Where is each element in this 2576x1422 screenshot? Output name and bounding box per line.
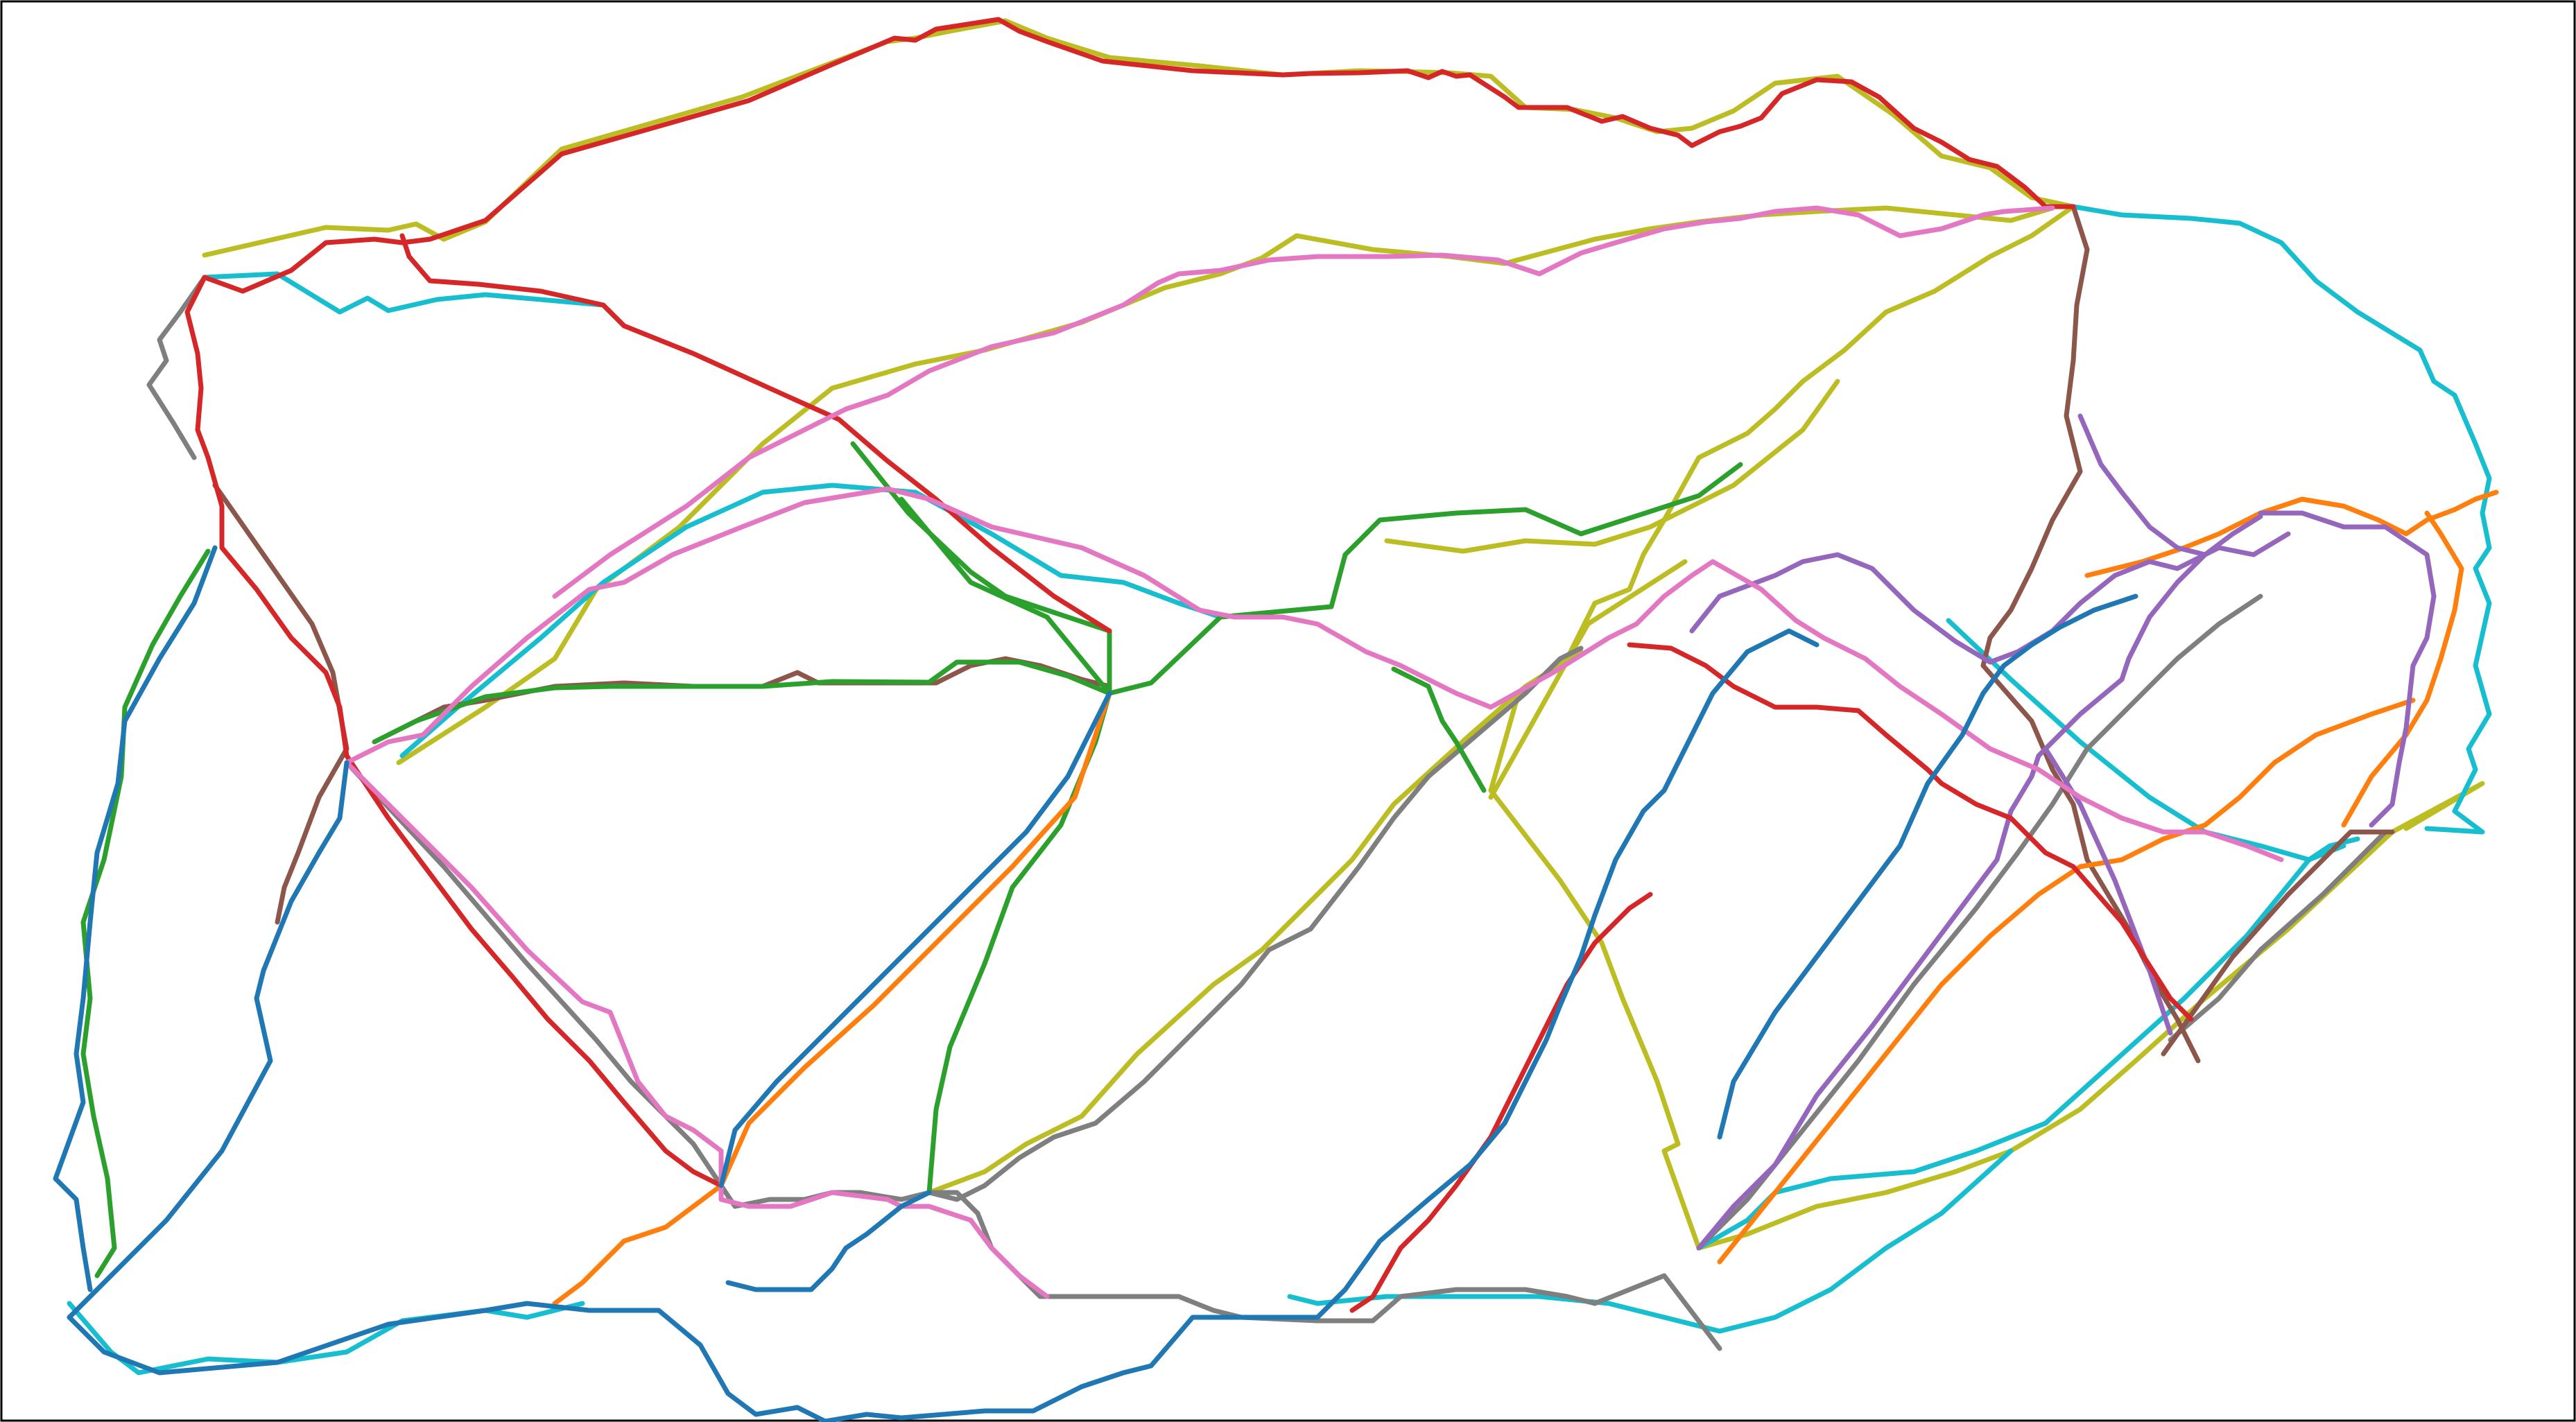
route-cyan-line-3 <box>399 483 1223 758</box>
route-blue-line-2 <box>67 760 349 1320</box>
route-gray-line-5 <box>2168 829 2388 1043</box>
route-blue-line-6 <box>1315 628 1819 1320</box>
route-cyan-line-6 <box>1287 1148 2014 1334</box>
route-orange <box>552 489 2499 1306</box>
route-blue-line-7 <box>1717 593 2138 1140</box>
route-purple-line-2 <box>2077 413 2208 557</box>
route-cyan-line-1 <box>202 271 627 329</box>
route-brown-line-3 <box>1980 204 2201 1064</box>
route-gray <box>146 275 2388 1351</box>
route-red-line-5 <box>1349 892 1653 1313</box>
route-brown-line-4 <box>2161 829 2395 1057</box>
route-blue-line-4 <box>718 691 1112 1188</box>
route-gray-line-3 <box>926 645 1584 1202</box>
route-olive-line-3 <box>1488 204 2076 793</box>
route-olive-line-4 <box>1384 379 1840 554</box>
route-green-line-4 <box>899 496 1112 696</box>
route-purple-line-1 <box>1689 531 2291 665</box>
route-pink-line-3 <box>344 760 1050 1299</box>
route-cyan <box>67 204 2492 1376</box>
route-gray-line-2 <box>344 760 724 1188</box>
route-pink-line-2 <box>552 205 2055 599</box>
route-blue-line-3 <box>67 1301 1320 1422</box>
route-purple-line-5 <box>2043 746 2173 1036</box>
route-gray-line-1 <box>146 275 207 460</box>
route-cyan-line-2 <box>2071 204 2492 835</box>
route-olive-line-2 <box>396 205 2055 765</box>
route-blue-line-5 <box>725 1190 932 1292</box>
route-red <box>184 17 2194 1313</box>
route-blue <box>53 545 2138 1422</box>
route-red-line-4 <box>1627 642 2194 1022</box>
route-green <box>80 441 1743 1278</box>
route-red-line-2 <box>184 275 724 1188</box>
route-green-line-1 <box>80 548 211 1278</box>
route-olive-line-6 <box>1488 559 1688 800</box>
route-orange-line-1 <box>552 1183 724 1306</box>
route-gray-line-6 <box>1696 593 2263 1251</box>
route-orange-line-5 <box>2341 510 2464 828</box>
route-orange-line-3 <box>1717 697 2416 1265</box>
route-purple-line-3 <box>2258 510 2437 828</box>
route-green-line-3 <box>850 441 1112 1195</box>
route-green-line-5 <box>1391 666 1487 793</box>
route-olive-line-5 <box>1488 781 2485 1251</box>
route-purple-line-4 <box>1696 514 2263 1251</box>
route-blue-line-1 <box>53 545 218 1292</box>
route-pink <box>344 205 2284 1299</box>
route-orange-line-2 <box>718 691 1112 1188</box>
route-red-line-1 <box>202 17 2076 294</box>
route-red-line-3 <box>399 233 1112 634</box>
route-olive-line-7 <box>926 649 1584 1195</box>
route-pink-line-1 <box>344 486 2284 862</box>
route-green-line-2 <box>372 462 1743 745</box>
route-cyan-line-7 <box>67 1301 585 1376</box>
route-brown-line-1 <box>212 483 349 925</box>
route-gray-line-4 <box>718 1183 1722 1351</box>
route-purple <box>1689 413 2437 1251</box>
